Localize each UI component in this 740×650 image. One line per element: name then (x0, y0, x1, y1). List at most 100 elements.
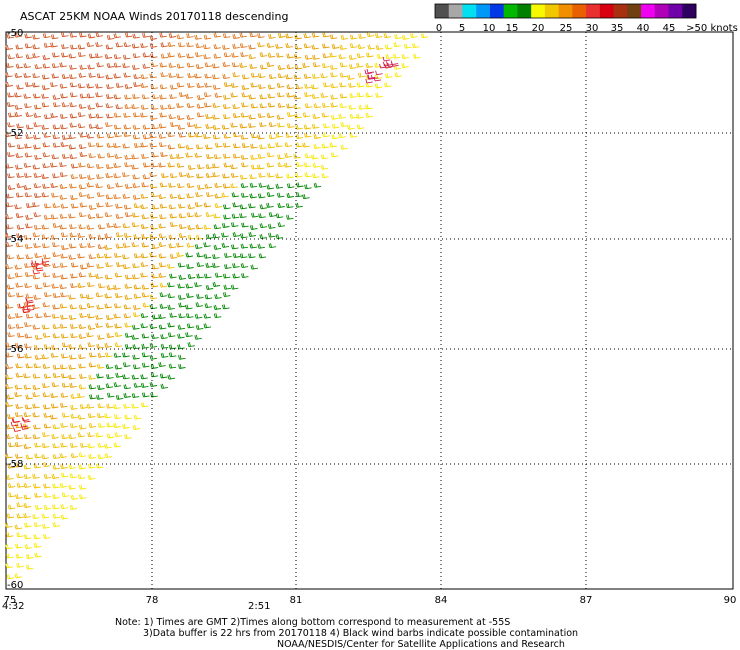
wind-barb (160, 334, 168, 340)
wind-barb (87, 474, 96, 480)
wind-barb (239, 123, 248, 129)
wind-barb (70, 273, 78, 279)
wind-barb (59, 194, 67, 200)
legend-tick-labels: 0 5 10 15 20 25 30 35 40 45 >50 knots (436, 23, 738, 34)
wind-barb (122, 374, 130, 380)
wind-barb (204, 73, 212, 79)
wind-barb (311, 154, 319, 160)
wind-barb (374, 83, 383, 89)
wind-barb (69, 32, 78, 38)
legend-tick-45: 45 (663, 23, 676, 34)
wind-barb (401, 62, 409, 69)
wind-barb (52, 483, 60, 489)
wind-barb (24, 33, 32, 39)
wind-barb (286, 122, 295, 129)
wind-barb (25, 111, 33, 118)
wind-barb (142, 63, 150, 69)
legend-swatch (627, 4, 642, 18)
wind-barb (68, 314, 77, 320)
wind-barb (303, 162, 312, 168)
wind-barb (141, 214, 149, 220)
wind-barb (131, 374, 140, 380)
wind-barb (169, 173, 178, 179)
wind-barb (87, 174, 95, 180)
wind-barb (122, 263, 131, 270)
wind-barb (88, 422, 97, 428)
wind-barb (277, 102, 286, 108)
wind-barb (61, 32, 69, 38)
wind-barb (113, 303, 122, 309)
wind-barb (258, 172, 266, 178)
wind-barb (25, 214, 33, 220)
wind-barb (70, 452, 79, 459)
wind-barb (113, 352, 122, 358)
wind-barb (7, 151, 15, 157)
wind-barb (59, 303, 68, 309)
wind-barb (51, 433, 59, 439)
wind-barb (59, 183, 68, 189)
wind-barb (41, 513, 50, 519)
wind-barb (50, 392, 58, 398)
wind-barb (223, 94, 231, 100)
wind-barb (151, 314, 160, 320)
wind-barb (133, 81, 141, 87)
wind-barb (87, 242, 95, 248)
wind-barb (124, 332, 133, 338)
wind-barb (60, 422, 68, 428)
wind-barb (50, 414, 58, 420)
wind-barb (77, 123, 86, 129)
wind-barb (232, 112, 241, 118)
wind-barb (241, 92, 249, 98)
wind-barb (412, 53, 421, 59)
wind-barb (195, 191, 203, 198)
wind-barb (161, 172, 169, 178)
wind-barb (32, 52, 40, 59)
wind-barb (221, 222, 230, 228)
wind-barb (241, 162, 249, 168)
wind-barb (205, 113, 213, 119)
wind-barb (87, 313, 95, 319)
wind-barb (159, 112, 167, 118)
wind-barb (311, 123, 320, 129)
wind-barb (259, 223, 268, 229)
wind-barb (248, 231, 256, 237)
legend-color-bar (434, 3, 697, 19)
wind-barb (141, 352, 150, 358)
wind-barb (86, 224, 95, 230)
wind-barb (15, 323, 24, 329)
wind-barb (196, 293, 204, 299)
wind-barb (79, 202, 88, 208)
wind-barb (187, 273, 196, 279)
wind-barb (133, 142, 142, 148)
wind-barb (266, 61, 275, 67)
wind-barb (131, 403, 139, 409)
wind-barb (169, 221, 178, 227)
wind-barb (365, 104, 373, 110)
wind-barb (367, 75, 375, 80)
wind-barb (132, 112, 141, 118)
wind-barb (78, 304, 87, 310)
wind-barb (7, 173, 15, 179)
wind-barb (232, 72, 240, 78)
wind-barb (42, 462, 51, 468)
wind-barb (104, 233, 112, 239)
wind-barb (203, 102, 212, 108)
wind-barb (159, 292, 168, 298)
wind-barb (286, 92, 294, 98)
wind-barb (25, 254, 33, 260)
wind-barb (41, 74, 50, 80)
wind-barb (114, 292, 123, 298)
wind-barb (150, 213, 158, 219)
wind-barb (221, 192, 229, 198)
wind-barb (304, 153, 313, 159)
legend-swatch (558, 4, 573, 18)
wind-barb (6, 424, 14, 430)
wind-barb (249, 32, 257, 38)
wind-barb (60, 93, 68, 99)
wind-barb (141, 292, 150, 298)
wind-barb (196, 273, 204, 279)
wind-barb (339, 62, 348, 68)
wind-barb (5, 374, 13, 380)
wind-barb (248, 94, 256, 100)
wind-barb (340, 144, 348, 150)
